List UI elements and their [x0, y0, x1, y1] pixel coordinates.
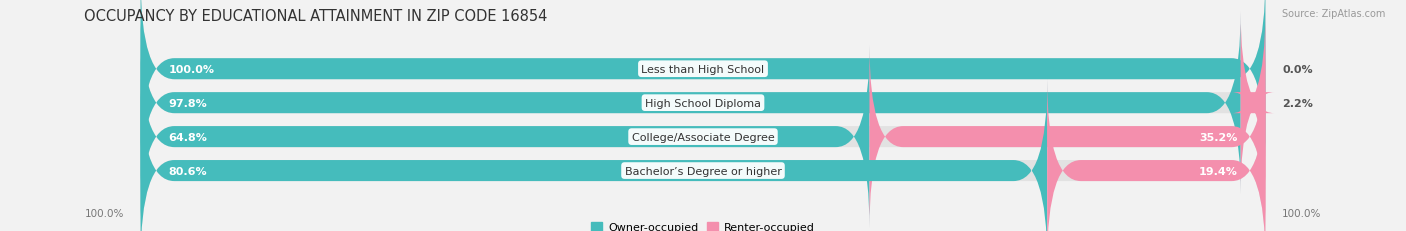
Text: Source: ZipAtlas.com: Source: ZipAtlas.com	[1281, 9, 1385, 19]
Legend: Owner-occupied, Renter-occupied: Owner-occupied, Renter-occupied	[586, 217, 820, 231]
FancyBboxPatch shape	[141, 80, 1265, 231]
Text: High School Diploma: High School Diploma	[645, 98, 761, 108]
FancyBboxPatch shape	[141, 46, 1265, 228]
FancyBboxPatch shape	[141, 12, 1240, 194]
Text: Less than High School: Less than High School	[641, 64, 765, 74]
Text: College/Associate Degree: College/Associate Degree	[631, 132, 775, 142]
Text: 100.0%: 100.0%	[1282, 208, 1322, 218]
Text: 19.4%: 19.4%	[1198, 166, 1237, 176]
Text: 97.8%: 97.8%	[169, 98, 208, 108]
FancyBboxPatch shape	[141, 46, 869, 228]
Text: 100.0%: 100.0%	[84, 208, 124, 218]
Text: 64.8%: 64.8%	[169, 132, 208, 142]
FancyBboxPatch shape	[141, 0, 1265, 160]
FancyBboxPatch shape	[141, 12, 1265, 194]
Text: 80.6%: 80.6%	[169, 166, 207, 176]
FancyBboxPatch shape	[869, 46, 1265, 228]
FancyBboxPatch shape	[141, 0, 1265, 160]
Text: 35.2%: 35.2%	[1199, 132, 1237, 142]
Text: 100.0%: 100.0%	[169, 64, 215, 74]
FancyBboxPatch shape	[1047, 80, 1265, 231]
FancyBboxPatch shape	[141, 80, 1047, 231]
FancyBboxPatch shape	[1232, 12, 1274, 194]
Text: Bachelor’s Degree or higher: Bachelor’s Degree or higher	[624, 166, 782, 176]
Text: 0.0%: 0.0%	[1282, 64, 1313, 74]
Text: OCCUPANCY BY EDUCATIONAL ATTAINMENT IN ZIP CODE 16854: OCCUPANCY BY EDUCATIONAL ATTAINMENT IN Z…	[84, 9, 548, 24]
Text: 2.2%: 2.2%	[1282, 98, 1313, 108]
